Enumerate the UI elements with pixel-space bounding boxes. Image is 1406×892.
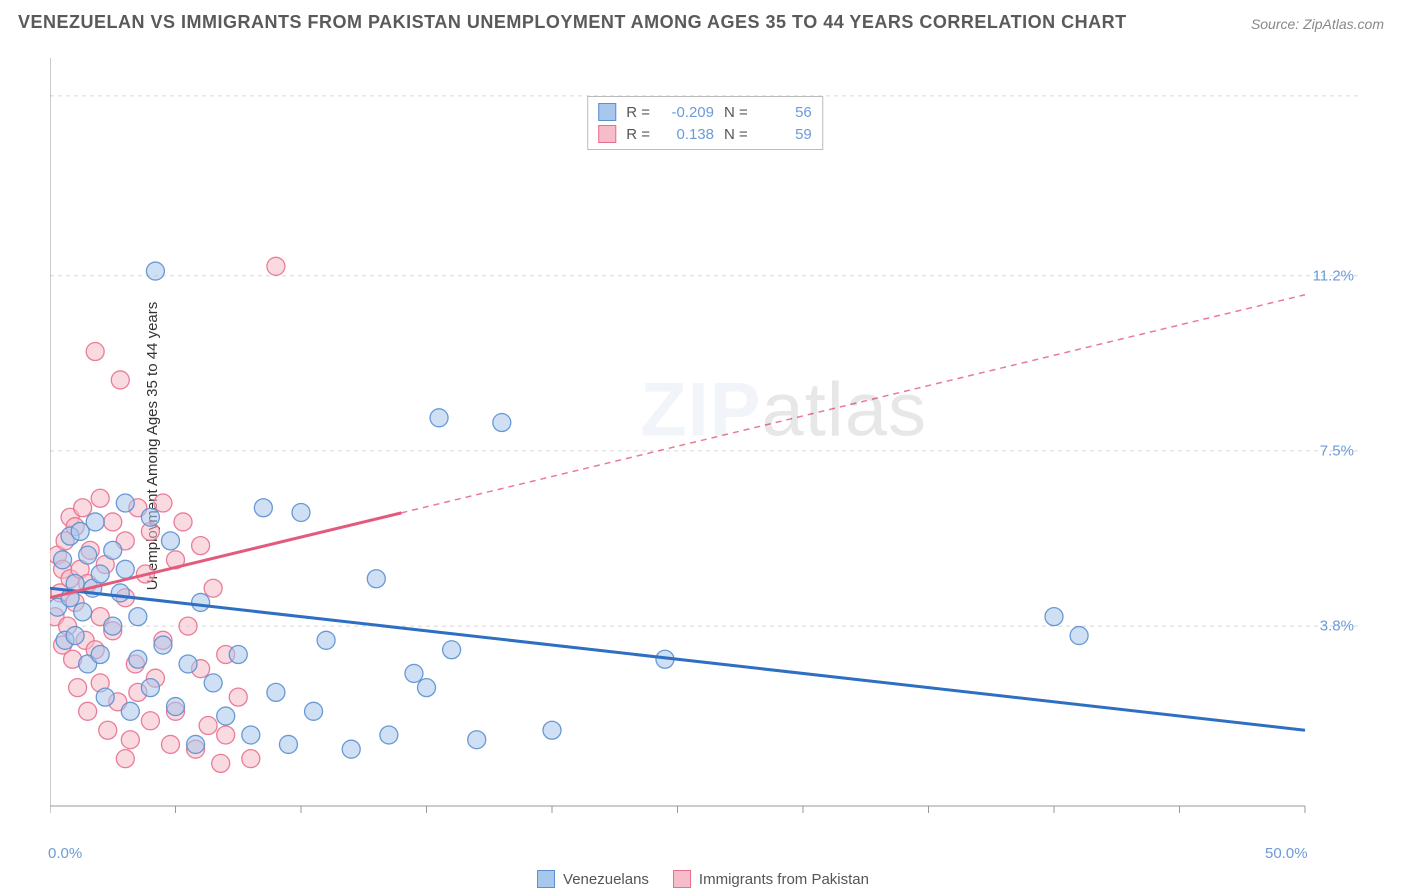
- legend-item-0: Venezuelans: [537, 870, 649, 888]
- stats-r-label: R =: [626, 126, 650, 143]
- stats-n-value-0: 56: [758, 104, 812, 121]
- stats-row-series-1: R = 0.138 N = 59: [598, 123, 812, 145]
- stats-r-value-0: -0.209: [660, 104, 714, 121]
- stats-n-label: N =: [724, 126, 748, 143]
- y-tick-label: 3.8%: [1320, 618, 1354, 635]
- stats-swatch-1: [598, 125, 616, 143]
- stats-r-label: R =: [626, 104, 650, 121]
- legend-swatch-0: [537, 870, 555, 888]
- chart-area: R = -0.209 N = 56 R = 0.138 N = 59 ZIPat…: [50, 48, 1360, 836]
- y-tick-label: 7.5%: [1320, 442, 1354, 459]
- x-tick-label: 50.0%: [1265, 845, 1308, 862]
- stats-swatch-0: [598, 103, 616, 121]
- scatter-plot-svg: [50, 48, 1360, 836]
- stats-n-label: N =: [724, 104, 748, 121]
- correlation-stats-box: R = -0.209 N = 56 R = 0.138 N = 59: [587, 96, 823, 150]
- y-tick-label: 11.2%: [1313, 267, 1354, 284]
- legend-swatch-1: [673, 870, 691, 888]
- legend-label-0: Venezuelans: [563, 871, 649, 888]
- chart-title: VENEZUELAN VS IMMIGRANTS FROM PAKISTAN U…: [18, 12, 1127, 33]
- legend-label-1: Immigrants from Pakistan: [699, 871, 869, 888]
- bottom-legend: Venezuelans Immigrants from Pakistan: [537, 870, 869, 888]
- legend-item-1: Immigrants from Pakistan: [673, 870, 869, 888]
- source-attribution: Source: ZipAtlas.com: [1251, 16, 1384, 32]
- stats-n-value-1: 59: [758, 126, 812, 143]
- stats-r-value-1: 0.138: [660, 126, 714, 143]
- stats-row-series-0: R = -0.209 N = 56: [598, 101, 812, 123]
- x-tick-label: 0.0%: [48, 845, 82, 862]
